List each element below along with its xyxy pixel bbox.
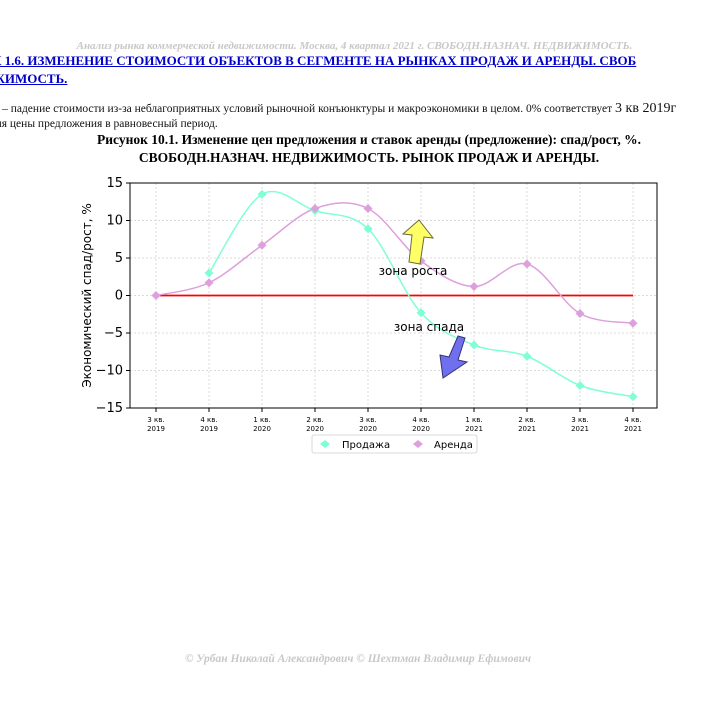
x-tick-label-quarter: 1 кв. [465,416,482,424]
y-tick-label: 0 [115,289,123,304]
x-tick-label-quarter: 4 кв. [624,416,641,424]
series-line-rent [155,202,634,324]
x-tick-label-year: 2021 [518,425,536,433]
x-tick-label-year: 2021 [465,425,483,433]
data-point-rent [204,278,214,288]
y-tick-label: −5 [104,326,123,341]
explanatory-note-line-1: ı – падение стоимости из-за неблагоприят… [0,101,676,117]
x-tick-label-quarter: 3 кв. [571,416,588,424]
growth-zone-annotation: зона роста [379,219,448,278]
x-tick-label-year: 2021 [624,425,642,433]
data-point-rent [363,204,373,213]
x-tick-label-year: 2020 [412,425,430,433]
explanatory-note-line-2: ля цены предложения в равновесный период… [0,118,218,130]
data-point-rent [257,240,267,250]
figure-caption-line-1: Рисунок 10.1. Изменение цен предложения … [96,132,642,147]
legend-label-rent: Аренда [434,440,473,451]
data-point-sales [469,340,479,350]
section-title-line-2[interactable]: ЖИМОСТЬ. [0,71,68,86]
chart-legend: Продажа Аренда [311,434,478,454]
x-tick-label-year: 2019 [147,425,165,433]
data-point-rent [575,309,585,318]
data-point-rent [310,204,320,213]
x-tick-label-year: 2020 [306,425,324,433]
y-tick-label: −10 [96,364,123,379]
x-tick-label-year: 2019 [200,425,218,433]
data-point-sales [363,224,373,234]
growth-zone-label: зона роста [379,264,448,278]
x-tick-label-quarter: 3 кв. [359,416,376,424]
note-text: ı – падение стоимости из-за неблагоприят… [0,103,616,115]
data-point-sales [522,351,532,361]
y-tick-label: 10 [106,214,123,229]
decline-arrow-icon [439,335,469,379]
y-tick-label: −15 [96,401,123,416]
data-point-sales [257,189,267,199]
legend-label-sales: Продажа [342,440,390,451]
y-axis-ticks: 15 10 5 0 −5 −10 −15 [96,176,130,416]
x-tick-label-quarter: 3 кв. [147,416,164,424]
x-tick-label-year: 2020 [253,425,271,433]
footer-copyright: © Урбан Николай Александрович © Шехтман … [184,653,532,665]
x-tick-label-quarter: 4 кв. [200,416,217,424]
data-point-rent [628,318,638,328]
note-base-period: 3 кв 2019г [615,101,677,116]
series-lines [155,190,634,398]
x-tick-label-quarter: 4 кв. [412,416,429,424]
data-point-sales [575,381,585,390]
series-line-sales [208,190,634,398]
data-point-sales [628,392,638,402]
running-header: Анализ рынка коммерческой недвижимости. … [76,40,633,52]
x-tick-label-quarter: 2 кв. [518,416,535,424]
decline-zone-annotation: зона спада [394,320,469,379]
growth-arrow-icon [401,219,435,265]
x-tick-label-year: 2021 [571,425,589,433]
x-tick-label-quarter: 1 кв. [253,416,270,424]
data-point-sales [416,308,426,318]
y-tick-label: 15 [106,176,123,191]
decline-zone-label: зона спада [394,320,464,334]
section-title-line-1[interactable]: К 1.6. ИЗМЕНЕНИЕ СТОИМОСТИ ОБЪЕКТОВ В СЕ… [0,53,637,68]
figure-caption-line-2: СВОБОДН.НАЗНАЧ. НЕДВИЖИМОСТЬ. РЫНОК ПРОД… [138,150,600,165]
legend-marker-rent [413,440,423,448]
data-point-rent [522,259,532,269]
y-axis-label: Экономический спад/рост, % [80,203,94,387]
data-point-rent [469,282,479,291]
legend-marker-sales [320,440,330,448]
data-point-sales [204,268,214,278]
x-tick-label-year: 2020 [359,425,377,433]
x-tick-label-quarter: 2 кв. [306,416,323,424]
y-tick-label: 5 [115,251,123,266]
legend-box [311,434,478,454]
data-point-rent [151,291,161,300]
